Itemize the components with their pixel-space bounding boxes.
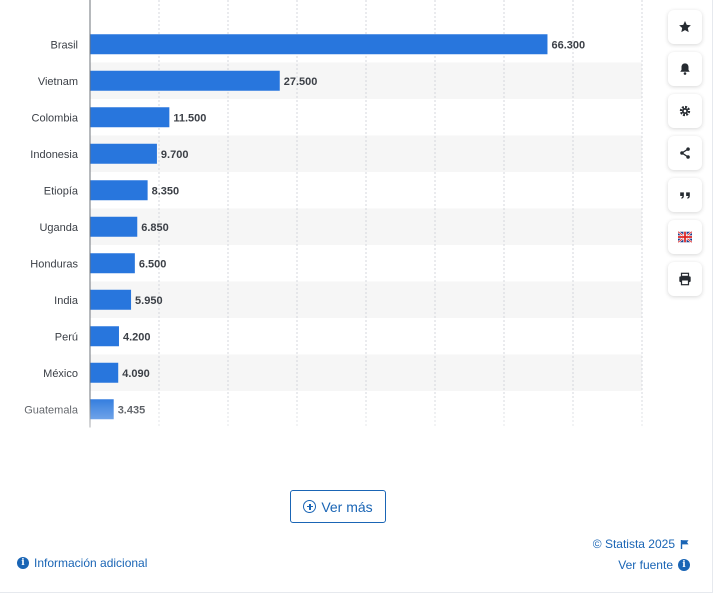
category-label: Indonesia: [30, 149, 79, 161]
category-label: India: [54, 295, 79, 307]
category-label: Perú: [55, 331, 78, 343]
show-more-label: Ver más: [321, 498, 373, 515]
category-label: Brasil: [50, 39, 78, 51]
view-source-label: Ver fuente: [618, 558, 673, 572]
view-source-link[interactable]: Ver fuente i: [618, 558, 690, 572]
category-label: México: [43, 368, 78, 380]
bar: [90, 253, 135, 274]
data-label: 66.300: [551, 39, 585, 51]
settings-button[interactable]: [668, 94, 702, 128]
category-label: Honduras: [30, 258, 78, 270]
flag-icon: [680, 539, 689, 549]
bar: [90, 326, 119, 347]
data-label: 9.700: [161, 149, 189, 161]
bar: [90, 399, 114, 420]
data-label: 4.200: [123, 331, 151, 343]
bar-chart: Brasil 66.300 Vietnam 27.500 Colombia 11.500 I…: [24, 0, 643, 428]
data-label: 3.435: [118, 404, 146, 416]
data-label: 6.500: [139, 258, 167, 270]
notification-button[interactable]: [668, 52, 702, 86]
bar: [90, 180, 148, 201]
bar: [90, 70, 280, 91]
chart-toolbar: [668, 10, 704, 304]
info-icon: i: [678, 559, 690, 571]
row-stripe: [90, 208, 642, 245]
share-icon: [680, 147, 690, 159]
data-label: 11.500: [173, 112, 206, 124]
bar: [90, 107, 170, 128]
additional-info-link[interactable]: i Información adicional: [17, 556, 147, 570]
bar: [90, 216, 138, 237]
row-stripe: [90, 281, 642, 318]
data-label: 5.950: [135, 295, 163, 307]
print-icon: [679, 272, 691, 286]
category-label: Guatemala: [24, 404, 79, 416]
cite-button[interactable]: [668, 178, 702, 212]
data-label: 4.090: [122, 368, 150, 380]
bar: [90, 143, 157, 164]
data-label: 6.850: [141, 222, 169, 234]
copyright-label: © Statista 2025: [592, 537, 675, 551]
data-label: 27.500: [284, 76, 318, 88]
uk-flag-icon: [678, 230, 692, 244]
print-button[interactable]: [668, 262, 702, 296]
favorite-button[interactable]: [668, 10, 702, 44]
data-label: 8.350: [152, 185, 180, 197]
bar: [90, 34, 548, 55]
info-icon: i: [17, 557, 29, 569]
bell-icon: [680, 63, 690, 75]
quote-icon: [680, 192, 690, 199]
plus-circle-icon: [303, 500, 317, 513]
bar: [90, 289, 132, 310]
category-label: Vietnam: [38, 76, 78, 88]
star-icon: [679, 21, 691, 33]
share-button[interactable]: [668, 136, 702, 170]
gear-icon: [679, 105, 691, 117]
copyright-link[interactable]: © Statista 2025: [593, 537, 690, 551]
language-button[interactable]: [668, 220, 702, 254]
additional-info-label: Información adicional: [34, 556, 148, 570]
bar: [90, 362, 119, 383]
category-label: Colombia: [32, 112, 79, 124]
category-label: Etiopía: [44, 185, 79, 197]
show-more-button[interactable]: Ver más: [290, 490, 386, 523]
category-label: Uganda: [39, 222, 78, 234]
